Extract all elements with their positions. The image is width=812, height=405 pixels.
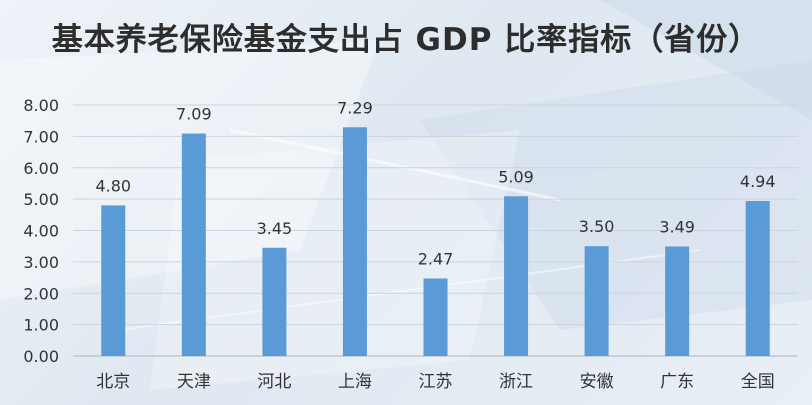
- data-label: 4.94: [740, 172, 776, 191]
- bar: [584, 246, 609, 356]
- y-tick-label: 6.00: [23, 159, 59, 178]
- x-tick-label: 江苏: [419, 372, 453, 392]
- x-tick-label: 天津: [177, 372, 211, 392]
- bar: [665, 246, 690, 356]
- bar: [504, 196, 529, 356]
- y-tick-label: 5.00: [23, 190, 59, 209]
- bar: [745, 201, 770, 356]
- bar: [342, 127, 367, 357]
- y-tick-label: 0.00: [23, 347, 59, 366]
- x-tick-label: 广东: [660, 372, 694, 392]
- y-tick-label: 7.00: [23, 127, 59, 146]
- data-label: 2.47: [418, 250, 454, 269]
- y-tick-label: 1.00: [23, 316, 59, 335]
- data-label: 3.49: [659, 218, 695, 237]
- data-label: 3.45: [257, 219, 293, 238]
- x-axis: 北京 天津 河北 上海 江苏 浙江 安徽 广东 全国: [96, 372, 774, 392]
- bar: [181, 133, 206, 356]
- x-tick-label: 河北: [257, 372, 291, 392]
- y-axis: 0.00 1.00 2.00 3.00 4.00 5.00 6.00 7.00 8.00: [23, 96, 59, 366]
- bar: [101, 205, 126, 356]
- data-label: 7.29: [337, 98, 373, 117]
- data-label: 7.09: [176, 105, 212, 124]
- data-label: 5.09: [498, 167, 534, 186]
- chart-title: 基本养老保险基金支出占 GDP 比率指标（省份）: [51, 22, 761, 58]
- x-tick-label: 浙江: [499, 372, 533, 392]
- y-tick-label: 8.00: [23, 96, 59, 115]
- x-tick-label: 北京: [96, 372, 130, 392]
- y-tick-label: 2.00: [23, 284, 59, 303]
- data-label: 4.80: [95, 176, 131, 195]
- bars: [101, 127, 770, 357]
- bar: [262, 247, 287, 356]
- x-tick-label: 上海: [338, 372, 372, 392]
- y-tick-label: 3.00: [23, 253, 59, 272]
- y-tick-label: 4.00: [23, 222, 59, 241]
- data-label: 3.50: [579, 217, 615, 236]
- value-labels: 4.80 7.09 3.45 7.29 2.47 5.09 3.50 3.49 4.94: [95, 98, 775, 268]
- bar: [423, 278, 448, 356]
- x-tick-label: 全国: [741, 372, 775, 392]
- x-tick-label: 安徽: [580, 372, 614, 392]
